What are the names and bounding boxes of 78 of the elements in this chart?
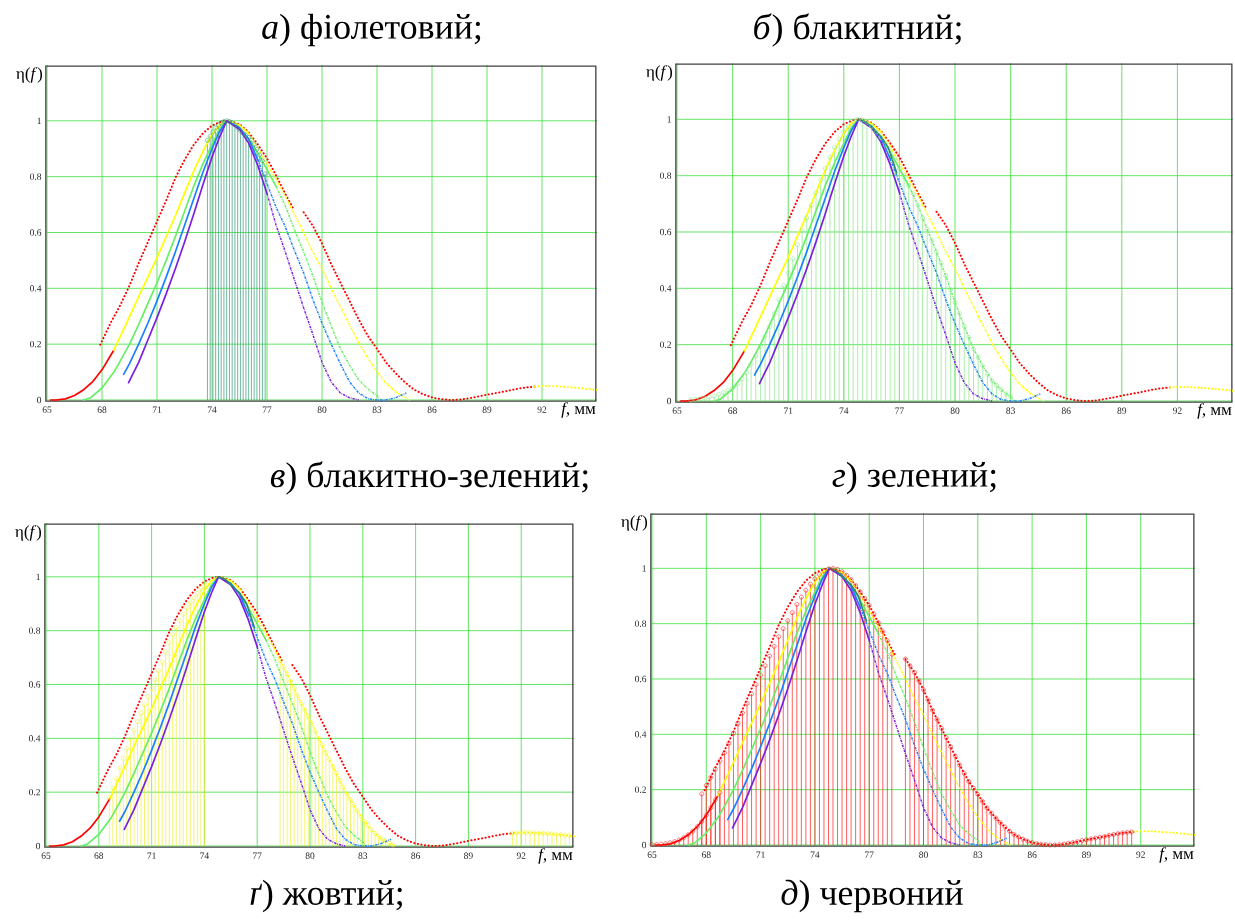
y-tick-label: 0.4	[29, 735, 41, 742]
y-tick-label: 0.8	[29, 627, 41, 634]
x-tick-label: 68	[97, 406, 107, 413]
x-tick-label: 80	[950, 407, 960, 414]
x-tick-label: 83	[372, 406, 382, 413]
x-tick-label: 74	[207, 406, 217, 413]
x-tick-label: 77	[253, 852, 262, 859]
x-tick-label: 68	[701, 851, 711, 858]
x-tick-label: 86	[1027, 851, 1037, 858]
y-tick-label: 0	[37, 396, 42, 404]
x-axis-title: f, мм	[538, 848, 573, 864]
x-axis-title: f, мм	[561, 402, 596, 418]
x-tick-label: 65	[672, 407, 682, 414]
x-tick-label: 77	[865, 851, 874, 858]
x-tick-label: 92	[1172, 407, 1182, 414]
x-tick-label: 89	[464, 852, 473, 859]
y-tick-label: 0	[642, 841, 647, 849]
x-tick-label: 65	[41, 852, 51, 859]
x-axis-title: f, мм	[1197, 403, 1232, 419]
y-tick-label: 0	[36, 842, 41, 850]
x-tick-label: 71	[784, 407, 793, 414]
x-tick-label: 83	[358, 852, 368, 859]
x-tick-label: 65	[42, 406, 52, 413]
x-tick-label: 83	[1006, 407, 1015, 414]
y-tick-label: 0.2	[660, 341, 671, 348]
y-tick-label: 0.2	[30, 340, 41, 348]
x-tick-label: 83	[973, 851, 983, 858]
x-tick-label: 80	[317, 406, 327, 413]
y-tick-label: 0.4	[660, 285, 672, 292]
x-tick-label: 74	[810, 851, 820, 858]
y-tick-label: 0.2	[635, 786, 646, 793]
x-tick-label: 71	[147, 852, 156, 859]
x-tick-label: 86	[411, 852, 421, 859]
x-tick-label: 68	[728, 407, 737, 414]
y-tick-label: 1	[642, 565, 646, 572]
y-tick-label: 0.6	[660, 228, 672, 236]
x-tick-label: 89	[1117, 407, 1127, 414]
text: б) блакитний;	[754, 13, 961, 47]
y-axis-title: η(f)	[16, 67, 43, 83]
x-tick-label: 86	[1061, 407, 1071, 414]
x-tick-label: 80	[305, 852, 315, 859]
x-axis-title: f, мм	[1159, 847, 1194, 863]
x-tick-label: 68	[94, 852, 104, 859]
y-tick-label: 0.8	[30, 173, 42, 180]
x-tick-label: 86	[427, 406, 437, 413]
y-tick-label: 0	[667, 397, 672, 405]
x-tick-label: 77	[262, 406, 272, 413]
y-tick-label: 1	[36, 573, 40, 580]
x-tick-label: 89	[1082, 851, 1091, 858]
y-tick-label: 0.2	[29, 788, 40, 796]
text: а) фіолетовий;	[262, 13, 481, 47]
x-tick-label: 71	[756, 851, 765, 858]
y-axis-title: η(f)	[646, 65, 673, 81]
x-tick-label: 74	[839, 407, 849, 414]
x-tick-label: 89	[482, 406, 492, 413]
text: ґ) жовтий;	[250, 879, 402, 913]
y-tick-label: 1	[37, 117, 41, 124]
text: д) червоний	[781, 879, 963, 913]
x-tick-label: 80	[919, 851, 928, 858]
y-tick-label: 0.8	[660, 172, 672, 179]
x-tick-label: 71	[152, 406, 162, 413]
y-tick-label: 0.4	[30, 285, 42, 292]
y-tick-label: 0.4	[635, 731, 647, 738]
y-tick-label: 0.6	[635, 675, 647, 683]
x-tick-label: 74	[200, 852, 209, 859]
x-tick-label: 77	[895, 407, 904, 414]
x-tick-label: 92	[516, 852, 526, 859]
y-tick-label: 0.8	[635, 620, 647, 627]
y-tick-label: 0.6	[30, 229, 42, 236]
y-tick-label: 1	[667, 116, 671, 123]
x-tick-label: 92	[537, 406, 547, 413]
x-tick-label: 92	[1136, 851, 1145, 858]
text: в) блакитно-зелений;	[270, 461, 588, 495]
y-tick-label: 0.6	[29, 681, 41, 688]
x-tick-label: 65	[647, 851, 657, 858]
text: г) зелений;	[832, 461, 996, 495]
y-axis-title: η(f)	[15, 525, 42, 541]
y-axis-title: η(f)	[621, 515, 648, 531]
